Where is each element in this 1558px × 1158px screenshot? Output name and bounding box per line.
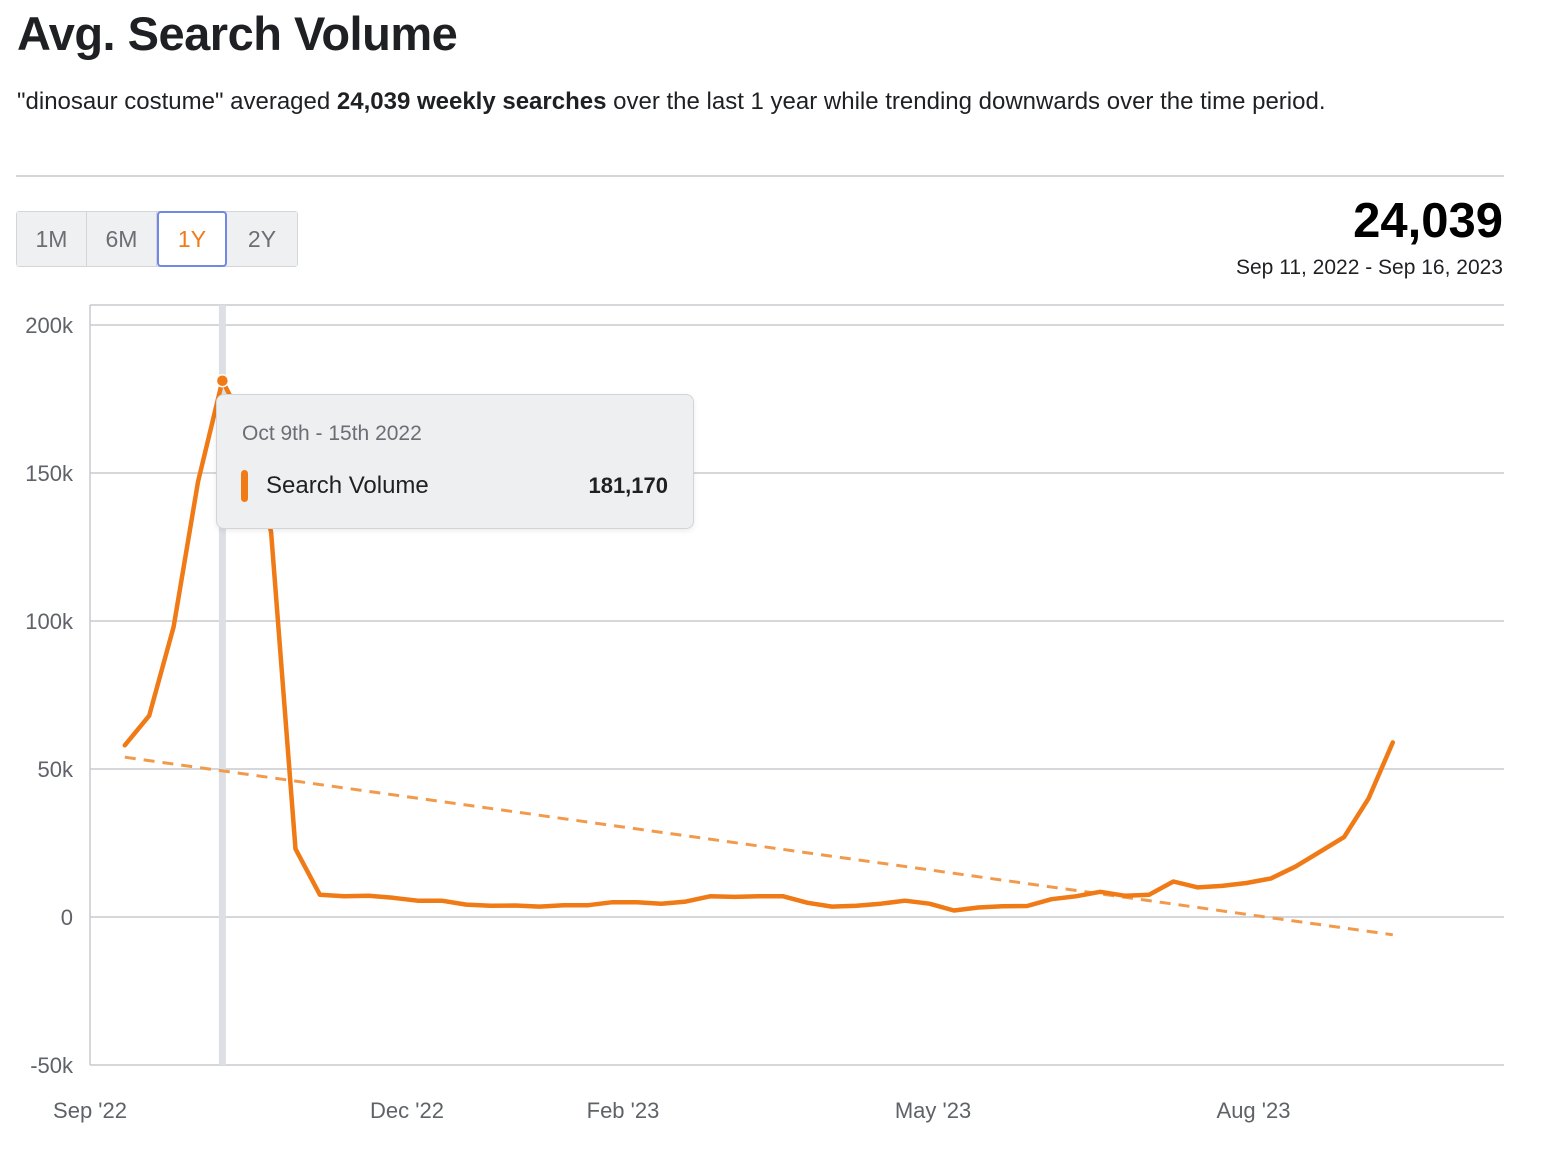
summary-text: "dinosaur costume" averaged 24,039 weekl… xyxy=(17,84,1497,119)
x-tick-label: May '23 xyxy=(895,1098,971,1123)
y-tick-label: 0 xyxy=(61,905,73,930)
x-tick-label: Dec '22 xyxy=(370,1098,444,1123)
summary-suffix: over the last 1 year while trending down… xyxy=(606,88,1326,115)
tooltip-date: Oct 9th - 15th 2022 xyxy=(242,422,422,445)
range-button-1y[interactable]: 1Y xyxy=(157,211,227,267)
tooltip-series-label: Search Volume xyxy=(266,472,429,499)
range-button-6m[interactable]: 6M xyxy=(87,212,157,266)
y-tick-label: 150k xyxy=(25,461,74,486)
average-value: 24,039 xyxy=(1353,194,1503,248)
chart-tooltip: Oct 9th - 15th 2022 Search Volume 181,17… xyxy=(216,394,694,529)
range-button-2y[interactable]: 2Y xyxy=(227,212,297,266)
x-tick-label: Sep '22 xyxy=(53,1098,127,1123)
y-tick-label: 200k xyxy=(25,313,74,338)
search-volume-line xyxy=(122,378,1396,913)
trend-line xyxy=(124,755,1394,937)
axis-labels: 200k 150k 100k 50k 0 -50k Sep '22 Dec '22 Feb '2… xyxy=(25,313,1290,1123)
time-range-selector: 1M 6M 1Y 2Y xyxy=(16,211,298,267)
x-tick-label: Aug '23 xyxy=(1217,1098,1291,1123)
y-tick-label: 50k xyxy=(38,757,74,782)
range-button-1m[interactable]: 1M xyxy=(17,212,87,266)
hover-point[interactable] xyxy=(215,373,230,388)
summary-prefix: "dinosaur costume" averaged xyxy=(17,88,337,115)
y-tick-label: 100k xyxy=(25,609,74,634)
tooltip-series-swatch xyxy=(241,470,248,502)
header-divider xyxy=(16,175,1504,177)
y-tick-label: -50k xyxy=(30,1053,74,1078)
x-tick-label: Feb '23 xyxy=(587,1098,660,1123)
series-layer xyxy=(122,373,1396,913)
page-title: Avg. Search Volume xyxy=(17,7,458,60)
summary-highlight: 24,039 weekly searches xyxy=(336,88,607,115)
tooltip-value: 181,170 xyxy=(588,473,668,498)
trend-layer xyxy=(124,755,1394,937)
date-range-label: Sep 11, 2022 - Sep 16, 2023 xyxy=(1236,256,1503,279)
